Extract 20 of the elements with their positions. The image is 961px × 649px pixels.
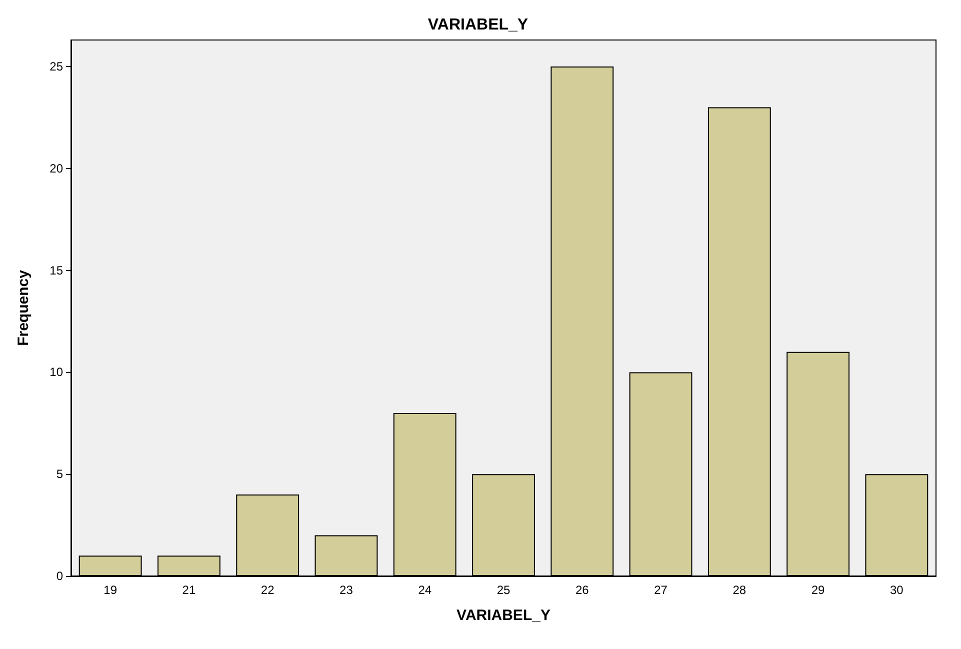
y-tick-label: 0 [56,569,64,583]
y-tick-label: 5 [56,467,64,482]
x-tick-label: 29 [811,583,826,597]
y-tick-label: 25 [50,59,64,74]
x-tick-label: 21 [182,583,196,597]
chart-title: VARIABEL_Y [428,16,528,34]
y-tick-label: 15 [50,263,64,278]
x-tick-label: 19 [104,583,118,597]
x-tick-label: 26 [575,583,590,597]
x-axis-title: VARIABEL_Y [456,607,550,624]
x-tick-label: 23 [340,583,354,597]
x-tick-label: 28 [732,583,746,597]
x-tick-label: 30 [890,583,904,597]
x-tick-label: 25 [496,583,510,597]
x-tick-label: 27 [654,583,668,597]
x-tick-label: 22 [260,583,275,597]
x-tick-label: 24 [418,583,432,597]
y-tick-label: 20 [50,161,64,176]
y-tick-label: 10 [50,365,64,380]
y-axis-title: Frequency [15,269,32,346]
